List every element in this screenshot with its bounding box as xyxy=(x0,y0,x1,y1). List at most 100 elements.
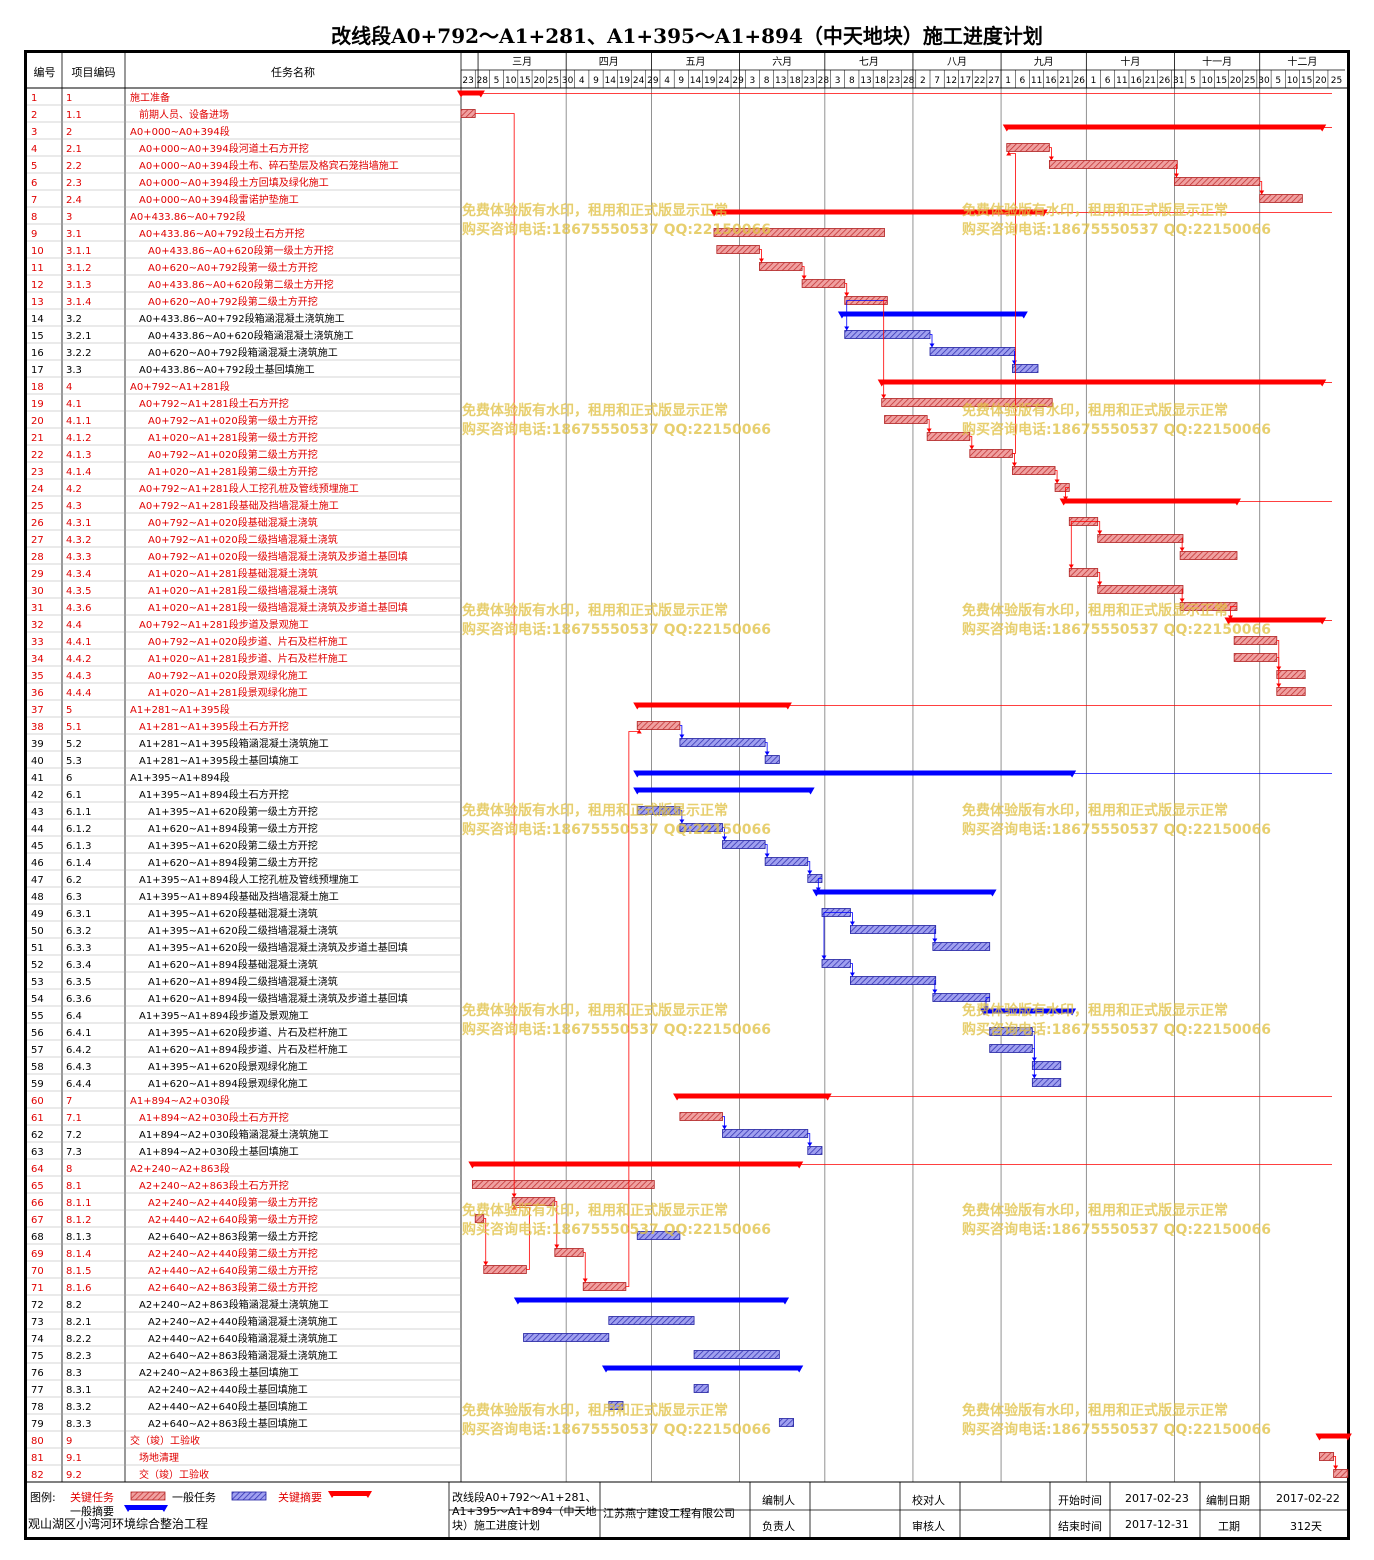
summary-bar xyxy=(637,702,788,708)
dependency-arrow xyxy=(554,1244,560,1249)
task-id: 4 xyxy=(31,144,37,155)
task-id: 78 xyxy=(31,1402,44,1413)
task-id: 5 xyxy=(31,161,37,172)
dependency-arrow xyxy=(1097,581,1103,586)
task-id: 39 xyxy=(31,739,44,750)
dependency-link xyxy=(1070,521,1098,569)
task-bar xyxy=(1006,143,1050,152)
watermark-line2: 购买咨询电话:18675550537 QQ:22150066 xyxy=(462,622,771,638)
task-id: 58 xyxy=(31,1062,44,1073)
task-bar xyxy=(1233,636,1278,645)
month-label: 六月 xyxy=(772,56,792,68)
legend-critical-summary-swatch xyxy=(332,1491,368,1496)
summary-bar xyxy=(637,770,1073,776)
task-bar xyxy=(1319,1452,1335,1461)
task-code: 3.1.1 xyxy=(66,246,91,257)
task-code: 4.3.5 xyxy=(66,586,91,597)
summary-end-marker xyxy=(987,889,997,897)
task-code: 8.1.1 xyxy=(66,1198,91,1209)
task-bar xyxy=(807,1146,823,1155)
task-name: A2+240~A2+863段土基回填施工 xyxy=(139,1366,299,1379)
task-id: 55 xyxy=(31,1011,44,1022)
task-name: A1+020~A1+281段二级挡墙混凝土浇筑 xyxy=(148,584,338,597)
task-code: 6.3.4 xyxy=(66,960,91,971)
task-name: A2+240~A2+440段箱涵混凝土浇筑施工 xyxy=(148,1315,338,1328)
summary-end-marker xyxy=(822,1093,832,1101)
task-name: A1+020~A1+281段步道、片石及栏杆施工 xyxy=(148,652,348,665)
watermark-text: 免费体验版有水印，租用和正式版显示正常 购买咨询电话:18675550537 QQ… xyxy=(462,802,771,840)
day-label: 19 xyxy=(704,76,716,86)
summary-bar xyxy=(1063,498,1237,504)
task-id: 12 xyxy=(31,280,44,291)
task-name: A1+395~A1+894段步道及景观施工 xyxy=(139,1009,309,1022)
task-code: 4.4 xyxy=(66,620,82,631)
watermark-text: 免费体验版有水印，租用和正式版显示正常 购买咨询电话:18675550537 QQ… xyxy=(962,1402,1271,1440)
watermark-line2: 购买咨询电话:18675550537 QQ:22150066 xyxy=(962,1022,1271,1038)
summary-end-marker xyxy=(1067,770,1077,778)
dependency-link xyxy=(1097,521,1101,535)
task-id: 64 xyxy=(31,1164,44,1175)
task-name: A0+433.86~A0+620段第一级土方开挖 xyxy=(148,244,334,257)
summary-end-marker xyxy=(794,1365,804,1373)
task-code: 3.1.4 xyxy=(66,297,91,308)
task-code: 3.3 xyxy=(66,365,82,376)
summary-bar xyxy=(677,1093,828,1099)
task-id: 51 xyxy=(31,943,44,954)
dependency-arrow xyxy=(582,1278,588,1283)
task-name: A2+240~A2+863段箱涵混凝土浇筑施工 xyxy=(139,1298,329,1311)
day-label: 15 xyxy=(1301,76,1312,86)
watermark-text: 免费体验版有水印，租用和正式版显示正常 购买咨询电话:18675550537 QQ… xyxy=(462,402,771,440)
dependency-link xyxy=(1032,1048,1035,1079)
task-code: 8.3.2 xyxy=(66,1402,91,1413)
task-id: 20 xyxy=(31,416,44,427)
task-code: 6.1.4 xyxy=(66,858,91,869)
task-code: 4.4.4 xyxy=(66,688,91,699)
watermark-line1: 免费体验版有水印，租用和正式版显示正常 xyxy=(462,1003,728,1019)
day-label: 3 xyxy=(749,76,755,86)
summary-start-marker xyxy=(1315,1433,1325,1441)
task-code: 2 xyxy=(66,127,72,138)
legend-normal-swatch xyxy=(231,1491,267,1501)
task-code: 6.3.2 xyxy=(66,926,91,937)
task-bar xyxy=(483,1265,527,1274)
dependency-arrow xyxy=(764,853,770,858)
day-label: 24 xyxy=(718,76,730,86)
day-label: 18 xyxy=(789,76,801,86)
dependency-arrow xyxy=(1068,564,1074,569)
dependency-arrow xyxy=(821,955,827,960)
task-id: 32 xyxy=(31,620,44,631)
summary-bar xyxy=(881,379,1323,385)
task-id: 47 xyxy=(31,875,44,886)
task-name: A0+000~A0+394段 xyxy=(130,125,230,138)
dependency-arrow xyxy=(807,1142,813,1147)
task-bar xyxy=(1097,534,1184,543)
task-id: 30 xyxy=(31,586,44,597)
task-code: 8.3.1 xyxy=(66,1385,91,1396)
task-code: 6.4.3 xyxy=(66,1062,91,1073)
month-label: 五月 xyxy=(686,56,706,68)
dependency-arrow xyxy=(932,938,938,943)
legend-label: 图例: xyxy=(30,1491,56,1504)
task-bar xyxy=(679,1112,723,1121)
task-id: 7 xyxy=(31,195,37,206)
dependency-link xyxy=(554,1201,558,1249)
watermark-line1: 免费体验版有水印，租用和正式版显示正常 xyxy=(462,403,728,419)
summary-end-marker xyxy=(1342,1433,1352,1441)
dependency-arrow xyxy=(511,1205,517,1210)
day-label: 10 xyxy=(1201,76,1213,86)
task-id: 18 xyxy=(31,382,44,393)
task-name: A2+440~A2+640段箱涵混凝土浇筑施工 xyxy=(148,1332,338,1345)
task-bar xyxy=(1031,1078,1062,1087)
end-value: 2017-12-31 xyxy=(1125,1518,1189,1531)
task-name: 前期人员、设备进场 xyxy=(139,108,229,121)
task-name: A1+620~A1+894段二级挡墙混凝土浇筑 xyxy=(148,975,338,988)
task-code: 4.4.3 xyxy=(66,671,91,682)
task-code: 3.1 xyxy=(66,229,82,240)
day-label: 16 xyxy=(1045,76,1057,86)
task-code: 9 xyxy=(66,1436,72,1447)
task-code: 4 xyxy=(66,382,72,393)
day-label: 15 xyxy=(519,76,530,86)
task-id: 70 xyxy=(31,1266,44,1277)
dependency-arrow xyxy=(722,1125,728,1130)
day-label: 16 xyxy=(1130,76,1142,86)
